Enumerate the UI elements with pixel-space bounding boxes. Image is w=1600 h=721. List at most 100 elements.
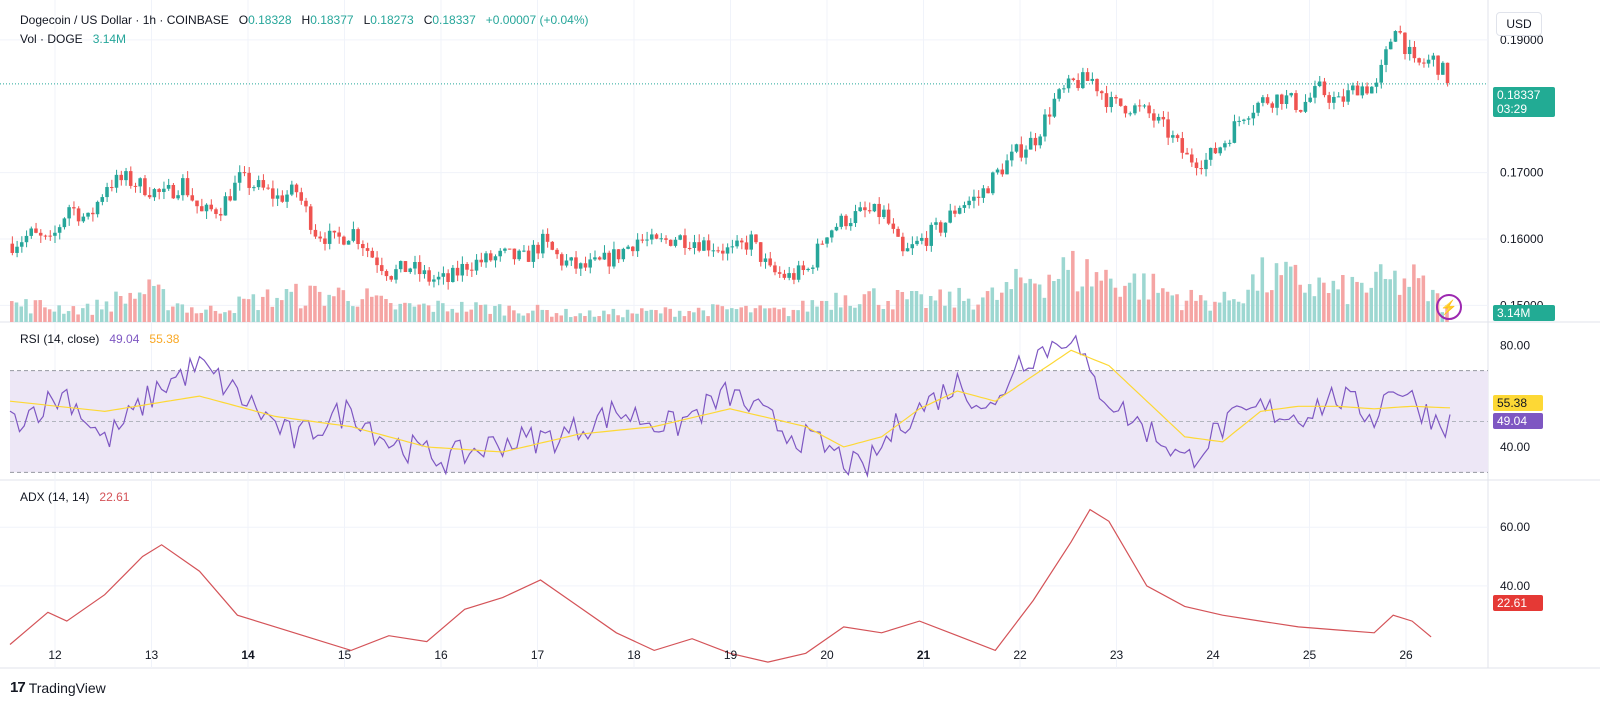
candle-body: [716, 250, 720, 252]
high-label: H: [301, 13, 311, 27]
volume-bar: [175, 303, 180, 322]
candle-body: [815, 243, 820, 268]
candle-body: [796, 265, 801, 280]
candle-body: [578, 263, 583, 269]
candle-body: [612, 249, 616, 267]
volume-bar: [990, 287, 995, 322]
volume-bar: [559, 315, 564, 322]
volume-bar: [62, 313, 66, 322]
volume-bar: [431, 311, 436, 322]
volume-bars: [10, 250, 1449, 322]
volume-bar: [540, 309, 545, 322]
volume-bar: [957, 287, 961, 322]
candle-body: [323, 238, 327, 244]
candle-body: [1066, 78, 1071, 89]
x-tick-label: 18: [627, 648, 641, 662]
candle-body: [1388, 41, 1393, 50]
volume-bar: [152, 285, 156, 322]
volume-bar: [1378, 264, 1383, 322]
candle-body: [214, 209, 218, 214]
volume-bar: [1156, 292, 1160, 322]
candle-body: [621, 248, 626, 260]
candle-body: [882, 209, 886, 218]
volume-bar: [962, 300, 966, 322]
candle-body: [697, 242, 701, 251]
volume-bar: [1236, 301, 1241, 322]
volume-legend[interactable]: Vol · DOGE 3.14M: [20, 31, 126, 47]
candle-body: [1062, 88, 1066, 90]
candle-body: [626, 246, 630, 249]
candle-body: [479, 259, 483, 263]
candle-body: [1426, 59, 1431, 64]
candle-body: [275, 195, 280, 199]
volume-bar: [161, 289, 166, 322]
candle-body: [465, 263, 469, 270]
candle-body: [114, 174, 119, 188]
volume-bar: [512, 310, 516, 322]
volume-bar: [10, 301, 14, 322]
volume-bar: [635, 313, 639, 322]
candle-body: [403, 261, 408, 273]
volume-bar: [568, 317, 573, 322]
volume-bar: [706, 316, 710, 322]
volume-bar: [1345, 304, 1350, 322]
candle-body: [597, 257, 602, 260]
volume-bar: [1018, 277, 1023, 322]
candle-body: [1095, 78, 1099, 92]
volume-bar: [147, 279, 151, 322]
candle-body: [228, 196, 232, 201]
candle-body: [76, 208, 81, 222]
candle-body: [1024, 149, 1028, 158]
candle-body: [517, 250, 521, 260]
rsi-tick-label: 40.00: [1500, 440, 1530, 454]
rsi-legend[interactable]: RSI (14, close) 49.04 55.38: [20, 331, 179, 347]
candle-body: [953, 210, 957, 214]
candle-body: [143, 178, 147, 196]
volume-bar: [298, 308, 303, 322]
adx-legend[interactable]: ADX (14, 14) 22.61: [20, 489, 129, 505]
symbol-legend[interactable]: Dogecoin / US Dollar · 1h · COINBASE O0.…: [20, 12, 589, 28]
volume-bar: [1383, 278, 1388, 322]
volume-bar: [388, 303, 393, 322]
candle-body: [408, 268, 412, 273]
volume-bar: [1241, 303, 1246, 322]
volume-bar: [985, 291, 990, 322]
volume-bar: [701, 310, 706, 322]
tradingview-logo[interactable]: 17 TradingView: [10, 679, 106, 696]
volume-bar: [1312, 296, 1317, 322]
lightning-icon[interactable]: ⚡: [1436, 294, 1462, 320]
adx-line: [9, 508, 1432, 663]
volume-bar: [507, 305, 511, 322]
x-tick-label: 13: [145, 648, 159, 662]
candle-body: [81, 216, 86, 222]
candle-body: [1137, 105, 1142, 107]
candle-body: [564, 260, 569, 266]
volume-bar: [1331, 280, 1336, 322]
volume-value: 3.14M: [92, 32, 127, 46]
candle-body: [659, 238, 663, 240]
candle-body: [394, 269, 398, 280]
candle-body: [299, 192, 303, 201]
candle-body: [678, 235, 682, 240]
currency-button[interactable]: USD: [1496, 12, 1542, 36]
volume-bar: [284, 289, 289, 322]
candle-body: [1000, 169, 1005, 175]
volume-bar: [1198, 295, 1203, 322]
candle-body: [294, 184, 299, 193]
volume-bar: [976, 304, 980, 322]
candle-body: [782, 273, 787, 278]
volume-bar: [720, 306, 725, 322]
candle-body: [413, 262, 417, 269]
rsi-tick-label: 80.00: [1500, 338, 1530, 352]
volume-bar: [1165, 291, 1170, 322]
candle-body: [1294, 93, 1298, 110]
x-tick-label: 21: [917, 648, 931, 662]
candle-body: [95, 201, 100, 215]
candle-body: [190, 195, 195, 201]
candle-body: [1441, 62, 1445, 75]
candle-body: [138, 178, 142, 187]
candle-body: [924, 237, 929, 246]
candle-body: [436, 276, 441, 280]
candle-body: [379, 265, 384, 272]
